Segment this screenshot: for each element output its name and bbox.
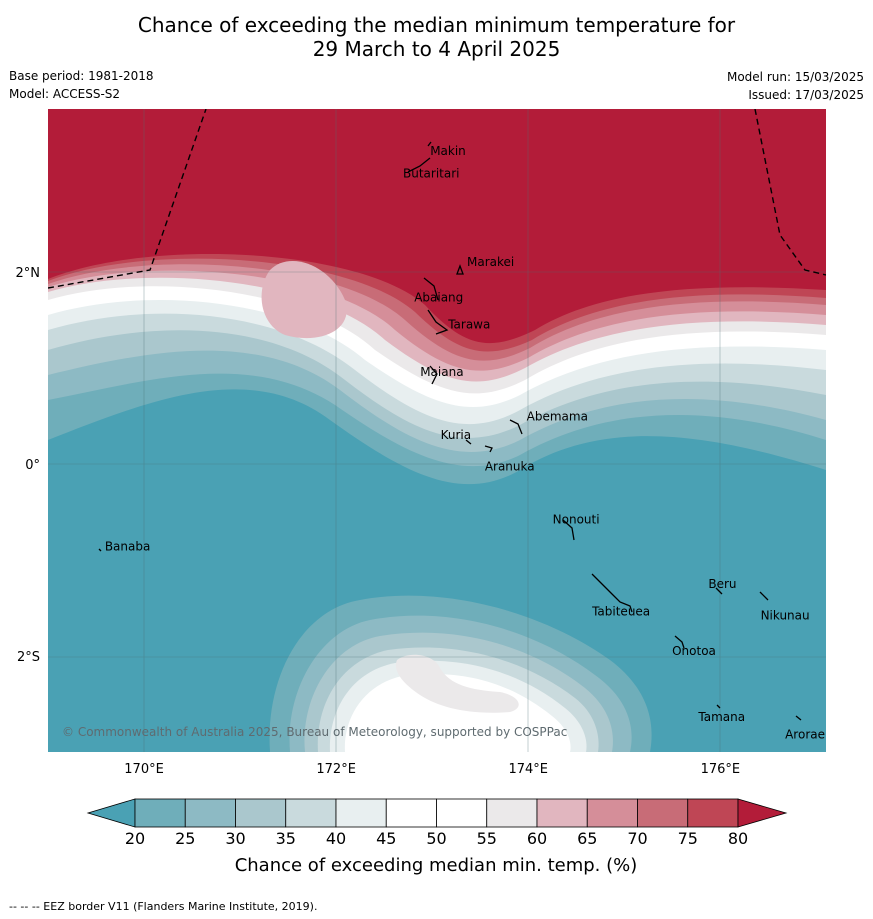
island-shape xyxy=(795,715,802,721)
colorbar-tick-label: 25 xyxy=(175,829,195,848)
colorbar-segment xyxy=(285,798,337,828)
colorbar-segment xyxy=(486,798,538,828)
colorbar-label: Chance of exceeding median min. temp. (%… xyxy=(235,855,638,876)
colorbar-segment xyxy=(235,798,287,828)
island-label: Maiana xyxy=(420,365,463,379)
island-shape xyxy=(407,157,431,173)
probability-field: Makin Butaritari Marakei Abaiang Tarawa Maian… xyxy=(48,109,826,752)
island-label: Banaba xyxy=(105,540,151,554)
island-shape xyxy=(484,445,493,453)
eez-footnote: -- -- -- EEZ border V11 (Flanders Marine… xyxy=(9,900,318,913)
colorbar-tick-label: 45 xyxy=(376,829,396,848)
lat-tick-label: 0° xyxy=(25,458,40,473)
island-shape xyxy=(716,704,721,709)
island-label: Abaiang xyxy=(414,290,463,304)
island-shape xyxy=(674,635,685,649)
island-label: Tarawa xyxy=(447,318,490,332)
island-shape xyxy=(429,365,438,385)
copyright-text: © Commonwealth of Australia 2025, Bureau… xyxy=(62,725,567,739)
island-shape xyxy=(465,439,472,445)
map-title-line1: Chance of exceeding the median minimum t… xyxy=(137,13,736,37)
lon-tick-label: 174°E xyxy=(508,762,548,777)
island-shape xyxy=(423,277,439,301)
island-label: Nonouti xyxy=(553,512,600,526)
blob-s-50 xyxy=(344,673,571,752)
colorbar-segment xyxy=(184,798,236,828)
colorbar xyxy=(86,798,788,828)
base-period-label: Base period: 1981-2018 xyxy=(9,69,154,83)
island-shape xyxy=(591,573,633,613)
island-label: Arorae xyxy=(785,727,825,741)
island-label: Makin xyxy=(430,144,466,158)
island-label: Tamana xyxy=(697,710,745,724)
colorbar-tick-label: 30 xyxy=(225,829,245,848)
blob-s-55 xyxy=(395,654,519,713)
island-shape xyxy=(715,587,723,595)
island-shape xyxy=(509,419,523,435)
colorbar-tick-label: 50 xyxy=(426,829,446,848)
colorbar-extend-high xyxy=(737,798,788,828)
lon-tick-label: 172°E xyxy=(316,762,356,777)
colorbar-segment xyxy=(436,798,488,828)
graticule xyxy=(48,109,826,752)
colorbar-tick-label: 55 xyxy=(477,829,497,848)
island-shape xyxy=(427,309,449,335)
colorbar-segment xyxy=(134,798,186,828)
lat-tick-labels: 2°N 0° 2°S xyxy=(16,266,41,665)
island-shape xyxy=(427,141,432,147)
island-label: Onotoa xyxy=(672,644,716,658)
island-label: Abemama xyxy=(527,410,588,424)
colorbar-segment xyxy=(687,798,739,828)
island-label: Tabiteuea xyxy=(591,605,650,619)
eez-border xyxy=(48,109,826,289)
colorbar-tick-labels: 20 25 30 35 40 45 50 55 60 65 70 75 80 xyxy=(125,829,748,848)
colorbar-segment xyxy=(385,798,437,828)
colorbar-tick-label: 75 xyxy=(678,829,698,848)
colorbar-tick-label: 35 xyxy=(276,829,296,848)
patch-west-warm xyxy=(261,261,347,339)
lon-tick-label: 176°E xyxy=(701,762,741,777)
lat-tick-label: 2°S xyxy=(17,650,40,665)
model-label: Model: ACCESS-S2 xyxy=(9,87,121,101)
issued-label: Issued: 17/03/2025 xyxy=(748,88,864,102)
island-label: Butaritari xyxy=(403,166,460,180)
colorbar-segment xyxy=(586,798,638,828)
island-shape xyxy=(98,548,102,552)
island-label: Marakei xyxy=(467,255,514,269)
map-figure: Makin Butaritari Marakei Abaiang Tarawa Maian… xyxy=(16,109,826,876)
island-outlines xyxy=(98,141,802,721)
colorbar-tick-label: 60 xyxy=(527,829,547,848)
island-label: Nikunau xyxy=(761,609,810,623)
island-label: Beru xyxy=(708,577,736,591)
island-shape xyxy=(562,519,575,541)
lon-tick-label: 170°E xyxy=(124,762,164,777)
colorbar-segment xyxy=(335,798,387,828)
colorbar-tick-label: 70 xyxy=(627,829,647,848)
island-labels: Makin Butaritari Marakei Abaiang Tarawa Maian… xyxy=(105,144,825,741)
island-shape xyxy=(759,591,769,601)
lat-tick-label: 2°N xyxy=(16,266,41,281)
map-title-line2: 29 March to 4 April 2025 xyxy=(312,37,561,61)
colorbar-tick-label: 65 xyxy=(577,829,597,848)
island-label: Kuria xyxy=(441,428,472,442)
colorbar-tick-label: 20 xyxy=(125,829,145,848)
island-label: Aranuka xyxy=(485,460,535,474)
colorbar-segment xyxy=(536,798,588,828)
colorbar-segment xyxy=(637,798,689,828)
colorbar-tick-label: 40 xyxy=(326,829,346,848)
colorbar-extend-low xyxy=(86,798,136,828)
colorbar-tick-label: 80 xyxy=(728,829,748,848)
model-run-label: Model run: 15/03/2025 xyxy=(726,70,864,84)
lon-tick-labels: 170°E 172°E 174°E 176°E xyxy=(124,762,740,777)
island-shape xyxy=(456,264,464,275)
band-80 xyxy=(48,109,826,344)
